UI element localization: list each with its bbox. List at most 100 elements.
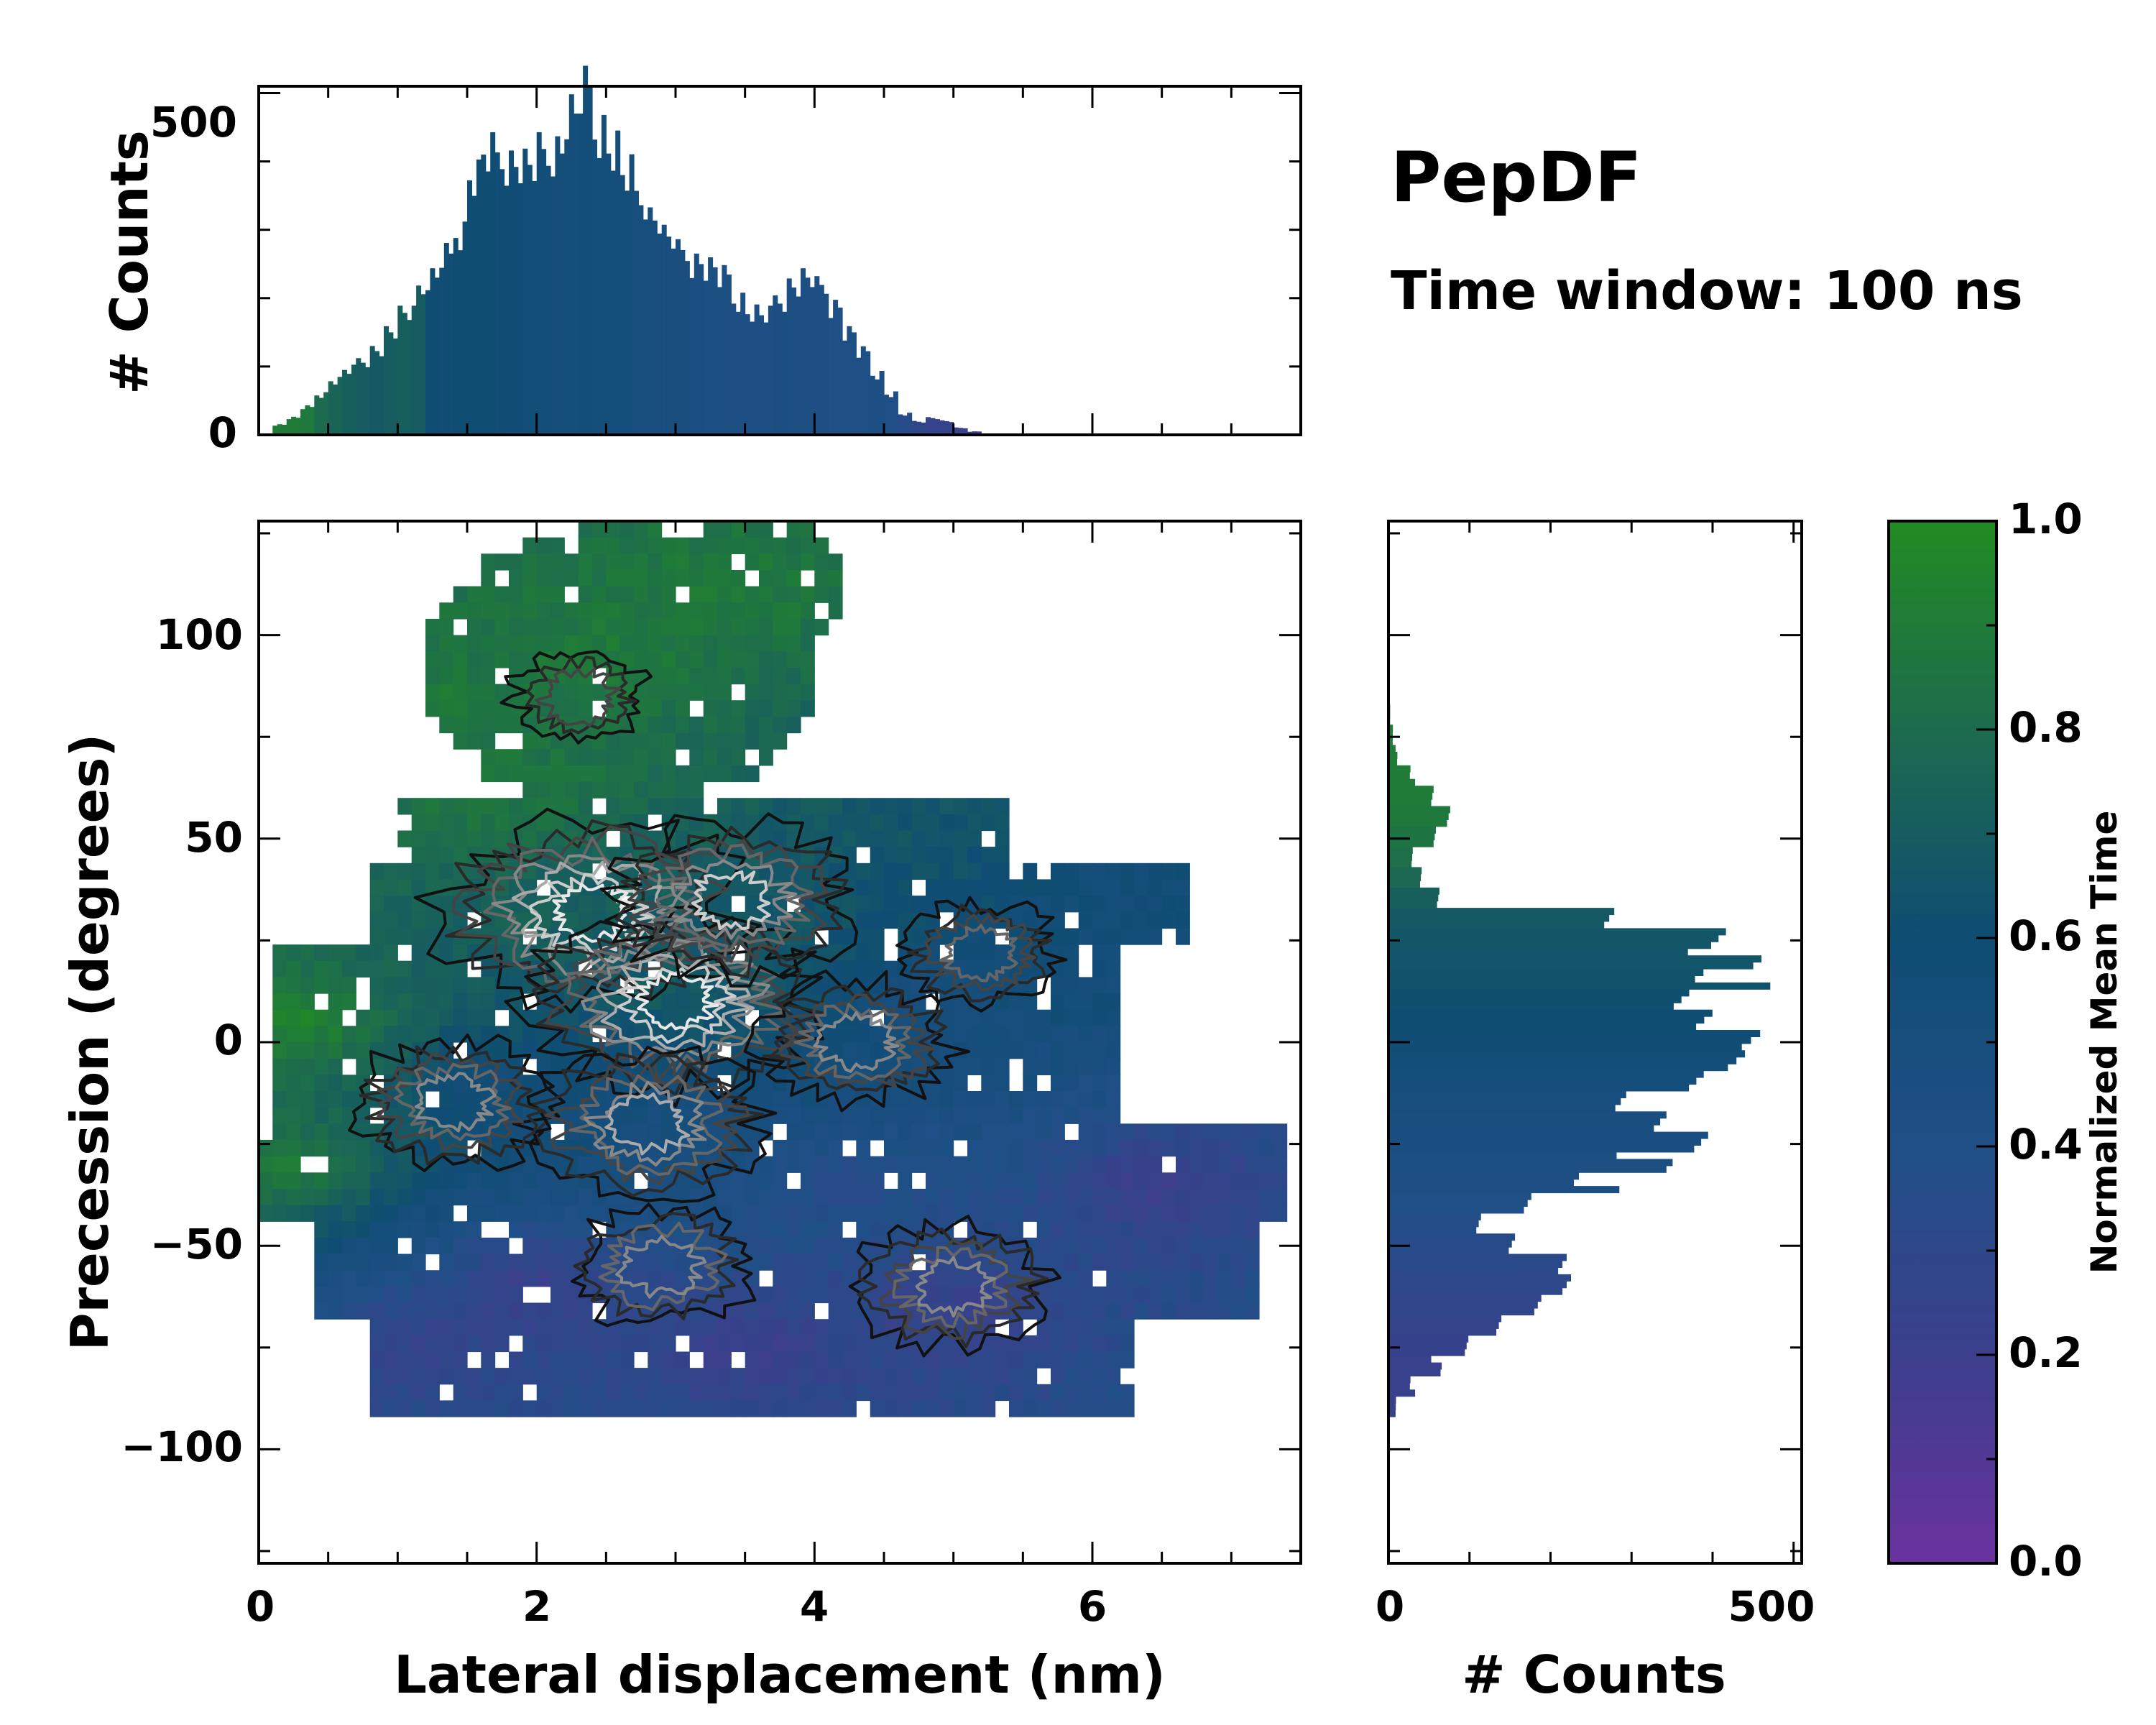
heatmap-cell — [828, 1123, 843, 1141]
top-histogram-bar — [842, 340, 847, 435]
heatmap-cell — [439, 602, 454, 620]
heatmap-cell — [786, 1156, 801, 1173]
contour-line — [499, 650, 653, 745]
heatmap-cell — [1064, 1075, 1079, 1092]
heatmap-cell — [1231, 1139, 1246, 1157]
heatmap-cell — [773, 684, 788, 701]
heatmap-cell — [1023, 977, 1038, 994]
heatmap-cell — [939, 1172, 954, 1190]
heatmap-cell — [786, 1335, 801, 1353]
heatmap-cell — [745, 1188, 760, 1206]
heatmap-cell — [272, 1123, 287, 1141]
heatmap-cell — [870, 1335, 885, 1353]
right-histogram-bar — [1388, 772, 1410, 780]
heatmap-cell — [773, 1351, 788, 1368]
heatmap-cell — [1176, 928, 1190, 945]
heatmap-cell — [703, 1319, 718, 1336]
heatmap-cell — [842, 798, 857, 815]
heatmap-cell — [425, 651, 440, 668]
heatmap-cell — [801, 847, 815, 864]
heatmap-cell — [717, 651, 732, 668]
heatmap-cell — [676, 732, 690, 750]
heatmap-cell — [384, 960, 398, 978]
heatmap-cell — [995, 1188, 1010, 1206]
heatmap-cell — [856, 1042, 871, 1059]
heatmap-cell — [759, 798, 773, 815]
heatmap-cell — [759, 700, 773, 717]
heatmap-cell — [411, 993, 426, 1011]
heatmap-cell — [870, 1026, 885, 1043]
heatmap-cell — [995, 1270, 1010, 1287]
heatmap-cell — [828, 602, 843, 620]
heatmap-cell — [856, 1156, 871, 1173]
heatmap-cell — [300, 1042, 315, 1059]
heatmap-cell — [661, 667, 676, 685]
heatmap-cell — [1092, 1400, 1107, 1417]
heatmap-cell — [1106, 1156, 1121, 1173]
right-histogram-bar — [1388, 1287, 1563, 1295]
main-ticks — [257, 521, 1302, 1563]
heatmap-cell — [689, 749, 704, 766]
heatmap-cell — [578, 1302, 593, 1320]
heatmap-cell — [801, 960, 815, 978]
main-ylabel: Precession (degrees) — [60, 734, 120, 1351]
heatmap-cell — [842, 1042, 857, 1059]
heatmap-cell — [981, 1205, 996, 1222]
top-histogram-bar — [490, 132, 496, 435]
heatmap-cell — [1078, 896, 1093, 913]
heatmap-cell — [801, 1139, 815, 1157]
top-histogram-bar — [726, 274, 732, 435]
heatmap-cell — [703, 635, 718, 652]
heatmap-cell — [425, 1188, 440, 1206]
heatmap-cell — [953, 1400, 968, 1417]
heatmap-cell — [550, 635, 565, 652]
heatmap-cell — [453, 1319, 468, 1336]
heatmap-cell — [494, 1368, 510, 1385]
heatmap-cell — [522, 732, 538, 750]
heatmap-cell — [856, 928, 871, 945]
heatmap-cell — [411, 1188, 426, 1206]
heatmap-cell — [1064, 1009, 1079, 1026]
main-ytick-label-100: 100 — [156, 610, 243, 659]
heatmap-cell — [453, 944, 468, 962]
heatmap-cell — [1078, 1091, 1093, 1108]
heatmap-cell — [494, 993, 510, 1011]
heatmap-cell — [967, 1107, 982, 1124]
heatmap-cell — [300, 1107, 315, 1124]
heatmap-cell — [1009, 1042, 1023, 1059]
heatmap-cell — [342, 1221, 356, 1238]
heatmap-cell — [494, 602, 510, 620]
heatmap-cell — [481, 1042, 496, 1059]
heatmap-cell — [1078, 1205, 1093, 1222]
top-histogram-bar — [949, 422, 954, 435]
heatmap-cell — [1009, 1156, 1023, 1173]
top-histogram-bar — [638, 205, 644, 435]
heatmap-cell — [661, 1384, 676, 1402]
colorbar-tick-label-0.6: 0.6 — [2009, 911, 2083, 960]
heatmap-cell — [564, 896, 579, 913]
heatmap-cell — [411, 1221, 426, 1238]
heatmap-cell — [1106, 1009, 1121, 1026]
heatmap-cell — [814, 618, 829, 636]
heatmap-cell — [926, 847, 940, 864]
heatmap-cell — [536, 732, 551, 750]
heatmap-cell — [856, 862, 871, 880]
heatmap-cell — [425, 960, 440, 978]
heatmap-cell — [1176, 1302, 1190, 1320]
heatmap-cell — [509, 1205, 523, 1222]
heatmap-cell — [814, 1400, 829, 1417]
heatmap-cell — [1148, 1237, 1163, 1255]
heatmap-cell — [731, 749, 746, 766]
heatmap-cell — [926, 1205, 940, 1222]
heatmap-cell — [342, 1237, 356, 1255]
heatmap-cell — [425, 1270, 440, 1287]
top-histogram-bar — [545, 165, 551, 435]
heatmap-cell — [1217, 1188, 1232, 1206]
heatmap-cell — [1217, 1286, 1232, 1304]
heatmap-cell — [494, 749, 510, 766]
heatmap-cell — [592, 586, 607, 603]
heatmap-cell — [1078, 1058, 1093, 1075]
heatmap-cell — [439, 944, 454, 962]
heatmap-cell — [981, 1400, 996, 1417]
heatmap-cell — [1023, 1075, 1038, 1092]
